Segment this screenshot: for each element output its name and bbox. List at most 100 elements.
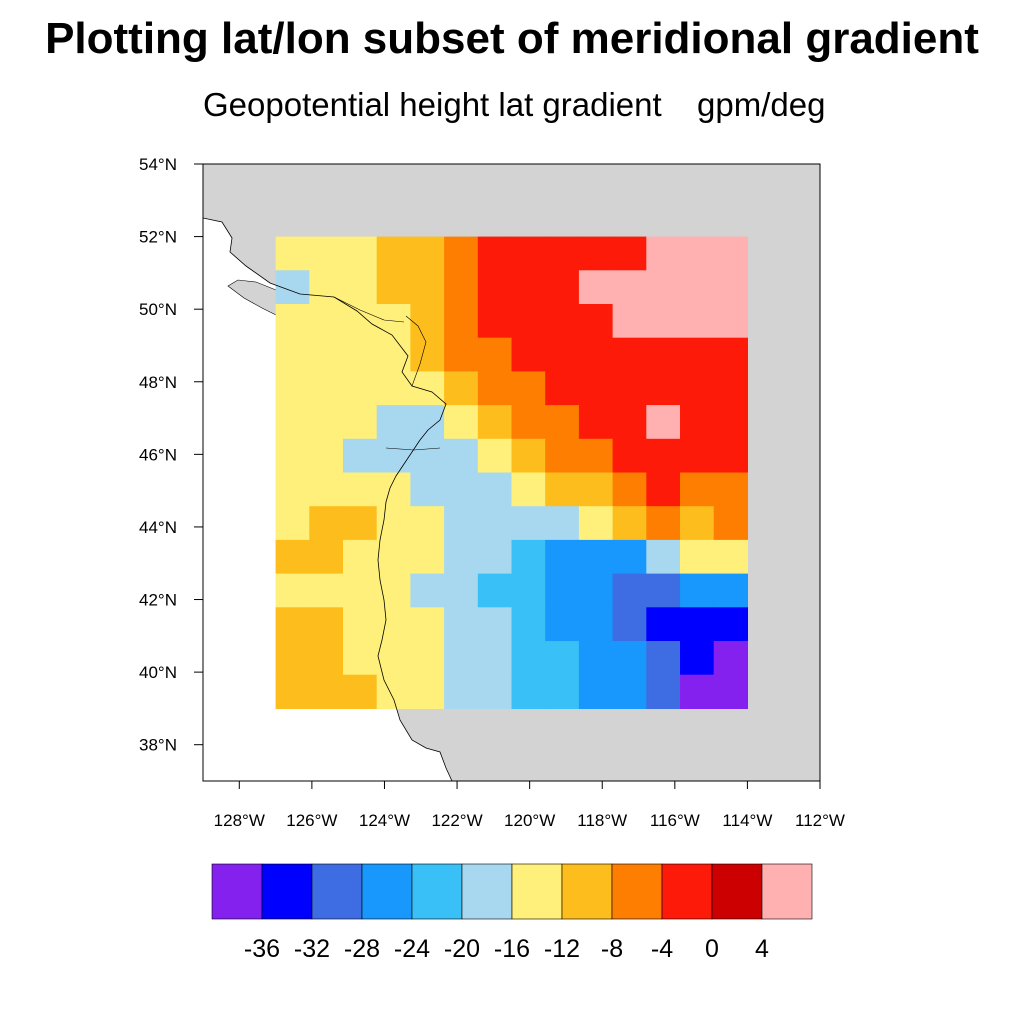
grid-cell <box>376 506 411 541</box>
grid-cell <box>511 303 546 339</box>
x-tick-label: 118°W <box>577 811 627 830</box>
contour-field <box>275 236 749 710</box>
grid-cell <box>713 337 749 372</box>
y-tick-label: 46°N <box>139 445 177 464</box>
grid-cell <box>612 236 647 271</box>
grid-cell <box>612 270 647 305</box>
x-tick-label: 116°W <box>650 811 700 830</box>
grid-cell <box>578 303 614 339</box>
grid-cell <box>511 236 546 271</box>
colorbar-label: -16 <box>494 935 530 963</box>
colorbar-label: -4 <box>651 935 673 963</box>
grid-cell <box>646 607 681 642</box>
grid-cell <box>376 371 411 406</box>
grid-cell <box>511 337 546 372</box>
grid-cell <box>578 573 614 608</box>
grid-cell <box>713 641 749 676</box>
grid-cell <box>342 472 378 507</box>
grid-cell <box>376 270 411 305</box>
grid-cell <box>376 405 411 440</box>
grid-cell <box>646 472 681 507</box>
grid-cell <box>646 539 681 575</box>
grid-cell <box>713 472 749 507</box>
grid-cell <box>511 573 546 608</box>
y-tick-label: 42°N <box>139 591 177 610</box>
grid-cell <box>545 641 580 676</box>
grid-cell <box>342 303 378 339</box>
grid-cell <box>713 539 749 575</box>
grid-cell <box>444 438 479 474</box>
grid-cell <box>612 607 647 642</box>
grid-cell <box>444 573 479 608</box>
grid-cell <box>376 438 411 474</box>
grid-cell <box>680 573 715 608</box>
grid-cell <box>680 506 715 541</box>
grid-cell <box>376 641 411 676</box>
grid-cell <box>713 236 749 271</box>
grid-cell <box>410 472 445 507</box>
grid-cell <box>410 438 445 474</box>
grid-cell <box>646 270 681 305</box>
grid-cell <box>545 371 580 406</box>
grid-cell <box>477 472 513 507</box>
grid-cell <box>410 236 445 271</box>
grid-cell <box>511 607 546 642</box>
grid-cell <box>713 371 749 406</box>
grid-cell <box>612 472 647 507</box>
colorbar-label: -28 <box>344 935 380 963</box>
grid-cell <box>275 539 310 575</box>
colorbar-swatch <box>261 863 313 920</box>
grid-cell <box>376 337 411 372</box>
grid-cell <box>477 539 513 575</box>
colorbar: -36 -32 -28 -24 -20 -16 -12 -8 -4 0 4 <box>211 863 813 963</box>
colorbar-label: -36 <box>244 935 280 963</box>
grid-cell <box>444 607 479 642</box>
grid-cell <box>376 607 411 642</box>
x-tick-label: 122°W <box>431 811 482 830</box>
grid-cell <box>309 641 344 676</box>
grid-cell <box>275 303 310 339</box>
grid-cell <box>477 236 513 271</box>
grid-cell <box>545 236 580 271</box>
x-tick-label: 124°W <box>359 811 410 830</box>
grid-cell <box>680 371 715 406</box>
grid-cell <box>477 371 513 406</box>
units-subtitle: gpm/deg <box>697 86 826 123</box>
grid-cell <box>578 539 614 575</box>
colorbar-label: -24 <box>394 935 430 963</box>
colorbar-swatch <box>461 863 513 920</box>
grid-cell <box>680 405 715 440</box>
grid-cell <box>680 641 715 676</box>
grid-cell <box>444 674 479 710</box>
grid-cell <box>680 438 715 474</box>
x-tick-label: 112°W <box>795 811 845 830</box>
grid-cell <box>680 337 715 372</box>
grid-cell <box>511 405 546 440</box>
grid-cell <box>309 236 344 271</box>
grid-cell <box>275 506 310 541</box>
grid-cell <box>477 303 513 339</box>
grid-cell <box>612 303 647 339</box>
grid-cell <box>646 641 681 676</box>
grid-cell <box>376 236 411 271</box>
grid-cell <box>646 506 681 541</box>
grid-cell <box>680 674 715 710</box>
grid-cell <box>713 270 749 305</box>
y-tick-label: 50°N <box>139 300 177 319</box>
colorbar-label: -32 <box>294 935 330 963</box>
colorbar-swatch <box>761 863 813 920</box>
grid-cell <box>680 303 715 339</box>
grid-cell <box>342 405 378 440</box>
grid-cell <box>342 641 378 676</box>
grid-cell <box>578 641 614 676</box>
grid-cell <box>275 641 310 676</box>
grid-cell <box>511 506 546 541</box>
grid-cell <box>646 438 681 474</box>
page-title: Plotting lat/lon subset of meridional gr… <box>45 14 979 63</box>
grid-cell <box>309 303 344 339</box>
grid-cell <box>612 674 647 710</box>
grid-cell <box>309 371 344 406</box>
grid-cell <box>477 270 513 305</box>
grid-cell <box>410 337 445 372</box>
grid-cell <box>646 236 681 271</box>
